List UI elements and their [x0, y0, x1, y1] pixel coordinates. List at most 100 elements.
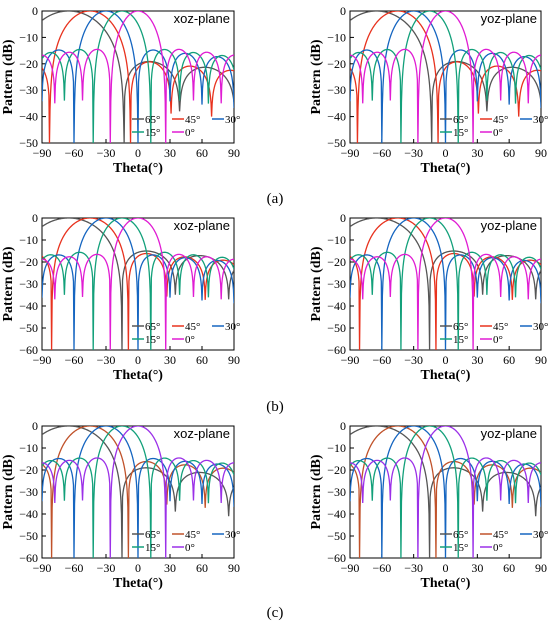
- y-tick-label: 0: [32, 211, 38, 225]
- y-axis-label: Pattern (dB): [1, 454, 16, 529]
- legend-label: 45°: [185, 321, 200, 333]
- y-tick-label: −20: [327, 57, 346, 71]
- y-tick-label: −10: [19, 233, 38, 247]
- legend-label: 0°: [185, 334, 195, 346]
- series-line-45deg: [42, 218, 234, 350]
- legend-label: 30°: [225, 529, 240, 541]
- y-tick-label: −20: [327, 255, 346, 269]
- plane-label: xoz-plane: [174, 426, 230, 441]
- y-tick-label: 0: [32, 4, 38, 18]
- y-axis-label: Pattern (dB): [309, 246, 324, 321]
- legend-label: 15°: [453, 542, 468, 554]
- x-tick-label: 0: [135, 146, 141, 160]
- plane-label: xoz-plane: [174, 218, 230, 233]
- plane-label: yoz-plane: [481, 11, 537, 26]
- series-line-30deg: [350, 218, 541, 350]
- legend-label: 45°: [185, 529, 200, 541]
- legend-label: 30°: [225, 321, 240, 333]
- x-axis-label: Theta(°): [113, 576, 163, 591]
- y-tick-label: 0: [340, 211, 346, 225]
- x-tick-label: −90: [341, 561, 360, 575]
- series-line-45deg: [350, 218, 541, 350]
- y-tick-label: −10: [327, 30, 346, 44]
- y-tick-label: −30: [19, 83, 38, 97]
- x-tick-label: −60: [372, 561, 391, 575]
- caption-b: (b): [266, 399, 284, 415]
- y-tick-label: 0: [32, 419, 38, 433]
- legend-label: 15°: [145, 334, 160, 346]
- x-tick-label: 90: [228, 561, 240, 575]
- series-line-0deg: [350, 426, 541, 558]
- legend-label: 65°: [145, 114, 160, 126]
- x-tick-label: 30: [471, 561, 483, 575]
- series-line-0deg: [42, 426, 234, 558]
- series-line-65deg: [350, 218, 541, 350]
- legend-label: 15°: [145, 542, 160, 554]
- series-line-15deg: [42, 426, 234, 558]
- legend-label: 15°: [453, 334, 468, 346]
- y-tick-label: −50: [19, 529, 38, 543]
- caption-a: (a): [267, 191, 284, 207]
- legend-label: 0°: [493, 127, 503, 139]
- x-tick-label: −30: [404, 353, 423, 367]
- y-tick-label: −40: [327, 507, 346, 521]
- y-tick-label: −30: [19, 485, 38, 499]
- x-tick-label: 0: [443, 146, 449, 160]
- x-axis-label: Theta(°): [113, 368, 163, 383]
- x-tick-label: −60: [65, 146, 84, 160]
- x-tick-label: 90: [228, 353, 240, 367]
- x-axis-label: Theta(°): [113, 161, 163, 176]
- y-tick-label: −10: [327, 441, 346, 455]
- y-tick-label: −40: [327, 110, 346, 124]
- legend-label: 65°: [453, 114, 468, 126]
- x-tick-label: 60: [196, 146, 208, 160]
- legend-label: 0°: [493, 334, 503, 346]
- x-tick-label: 0: [135, 353, 141, 367]
- x-tick-label: −90: [341, 353, 360, 367]
- y-tick-label: −40: [19, 299, 38, 313]
- x-tick-label: 90: [535, 561, 547, 575]
- x-tick-label: 30: [164, 353, 176, 367]
- y-tick-label: −60: [327, 343, 346, 357]
- series-line-45deg: [350, 11, 541, 143]
- series-line-30deg: [42, 11, 234, 143]
- legend-label: 30°: [533, 114, 548, 126]
- y-tick-label: −40: [19, 110, 38, 124]
- y-tick-label: −20: [19, 57, 38, 71]
- legend-label: 45°: [493, 321, 508, 333]
- x-tick-label: 0: [443, 561, 449, 575]
- x-tick-label: −30: [97, 146, 116, 160]
- y-tick-label: −30: [327, 485, 346, 499]
- series-line-15deg: [350, 426, 541, 558]
- series-line-0deg: [42, 218, 234, 350]
- x-tick-label: 60: [196, 561, 208, 575]
- legend-label: 0°: [493, 542, 503, 554]
- series-line-15deg: [42, 11, 234, 143]
- chart-b-yoz: −90 −60 −30 0 30 60 900−10−20−30−40−50−60yoz-p…: [309, 211, 548, 383]
- x-tick-label: −90: [33, 146, 52, 160]
- legend-label: 45°: [493, 114, 508, 126]
- x-tick-label: 30: [471, 146, 483, 160]
- series-line-30deg: [42, 218, 234, 350]
- y-axis-label: Pattern (dB): [309, 39, 324, 114]
- x-tick-label: 60: [503, 146, 515, 160]
- series-line-0deg: [350, 218, 541, 350]
- y-tick-label: −50: [19, 136, 38, 150]
- y-tick-label: −30: [327, 83, 346, 97]
- x-axis-label: Theta(°): [421, 368, 471, 383]
- x-tick-label: 60: [503, 353, 515, 367]
- chart-c-yoz: −90 −60 −30 0 30 60 900−10−20−30−40−50−60yoz-p…: [309, 419, 548, 591]
- y-tick-label: −50: [327, 136, 346, 150]
- plane-label: yoz-plane: [481, 426, 537, 441]
- chart-c-xoz: −90 −60 −30 0 30 60 900−10−20−30−40−50−60xoz-p…: [1, 419, 240, 591]
- series-line-45deg: [42, 426, 234, 558]
- x-tick-label: −60: [372, 146, 391, 160]
- series-line-0deg: [42, 11, 234, 143]
- series-line-30deg: [42, 426, 234, 558]
- series-line-65deg: [42, 11, 234, 143]
- y-tick-label: −60: [19, 551, 38, 565]
- y-tick-label: −30: [19, 277, 38, 291]
- x-tick-label: −30: [97, 561, 116, 575]
- legend-label: 15°: [145, 127, 160, 139]
